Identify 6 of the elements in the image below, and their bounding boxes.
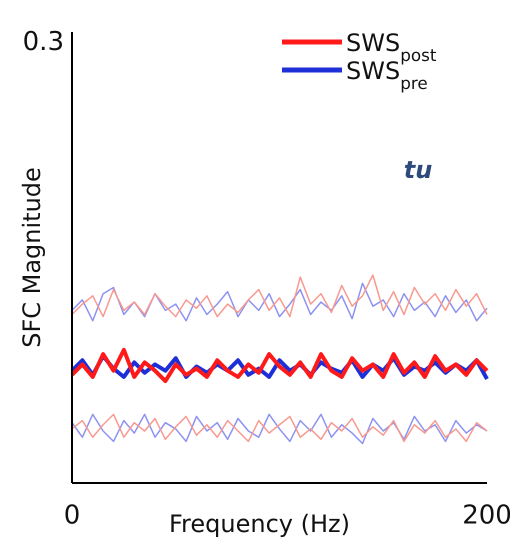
x-axis-title: Frequency (Hz) [169,510,350,538]
x-tick-label: 200 [462,500,510,530]
y-axis-title: SFC Magnitude [18,167,46,348]
text: 0.3 [22,27,64,57]
x-tick-label: 0 [64,500,80,530]
text: tu [404,156,432,184]
